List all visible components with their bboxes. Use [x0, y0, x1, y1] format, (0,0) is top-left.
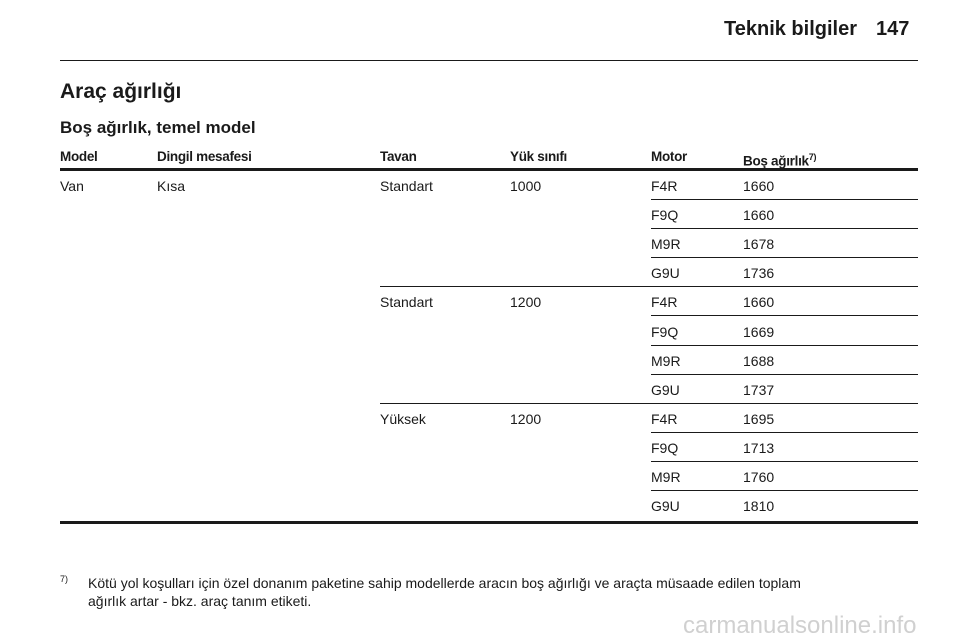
- motor: G9U: [651, 265, 680, 282]
- motor: F4R: [651, 294, 678, 311]
- load-class: 1200: [510, 294, 542, 311]
- weight: 1660: [743, 294, 775, 311]
- watermark: carmanualsonline.info: [683, 612, 917, 639]
- roof: Yüksek: [380, 410, 426, 427]
- motor: F9Q: [651, 439, 679, 456]
- footnote-line: Kötü yol koşulları için özel donanım pak…: [88, 575, 801, 591]
- column-note: 7): [808, 152, 817, 162]
- motor: G9U: [651, 381, 680, 398]
- table-top-rule: [60, 168, 918, 171]
- row-rule: [651, 199, 918, 200]
- column-header: Yük sınıfı: [510, 149, 568, 164]
- section-title: Teknik bilgiler: [724, 18, 857, 40]
- motor: F9Q: [651, 323, 679, 340]
- weight: 1669: [743, 323, 775, 340]
- row-rule: [380, 286, 918, 287]
- weight: 1660: [743, 207, 775, 224]
- weight: 1760: [743, 469, 775, 485]
- roof: Standart: [380, 178, 433, 194]
- load-class: 1000: [510, 178, 542, 194]
- row-rule: [651, 315, 918, 316]
- title: Araç ağırlığı: [60, 80, 182, 103]
- row-rule: [651, 345, 918, 346]
- motor: F4R: [651, 410, 678, 427]
- weight: 1713: [743, 439, 775, 456]
- row-rule: [651, 374, 918, 375]
- weight: 1695: [743, 410, 775, 427]
- model: Van: [60, 178, 84, 194]
- column-header: Dingil mesafesi: [157, 149, 252, 164]
- load-class: 1200: [510, 410, 542, 427]
- row-rule: [651, 257, 918, 258]
- row-rule: [380, 403, 918, 404]
- column-header: Tavan: [380, 149, 417, 164]
- page-number: 147: [876, 18, 910, 40]
- row-rule: [651, 461, 918, 462]
- row-rule: [651, 432, 918, 433]
- weight: 1810: [743, 498, 775, 515]
- row-rule: [651, 228, 918, 229]
- motor: M9R: [651, 352, 681, 369]
- footnote-marker: 7): [60, 574, 69, 584]
- weight: 1736: [743, 265, 775, 282]
- weight: 1688: [743, 352, 775, 369]
- wheelbase: Kısa: [157, 178, 186, 194]
- header-rule: [60, 60, 918, 61]
- column-header: Model: [60, 149, 98, 164]
- motor: G9U: [651, 498, 680, 515]
- weight: 1660: [743, 178, 775, 194]
- motor: M9R: [651, 236, 681, 253]
- roof: Standart: [380, 294, 433, 311]
- row-rule: [651, 490, 918, 491]
- weight: 1678: [743, 236, 775, 253]
- weight: 1737: [743, 381, 775, 398]
- column-header: Motor: [651, 149, 687, 164]
- motor: M9R: [651, 469, 681, 485]
- motor: F4R: [651, 178, 678, 194]
- table-bottom-rule: [60, 521, 918, 524]
- footnote-line: ağırlık artar - bkz. araç tanım etiketi.: [88, 593, 312, 609]
- motor: F9Q: [651, 207, 679, 224]
- subtitle: Boş ağırlık, temel model: [60, 118, 256, 137]
- column-header: Boş ağırlık7): [743, 152, 817, 169]
